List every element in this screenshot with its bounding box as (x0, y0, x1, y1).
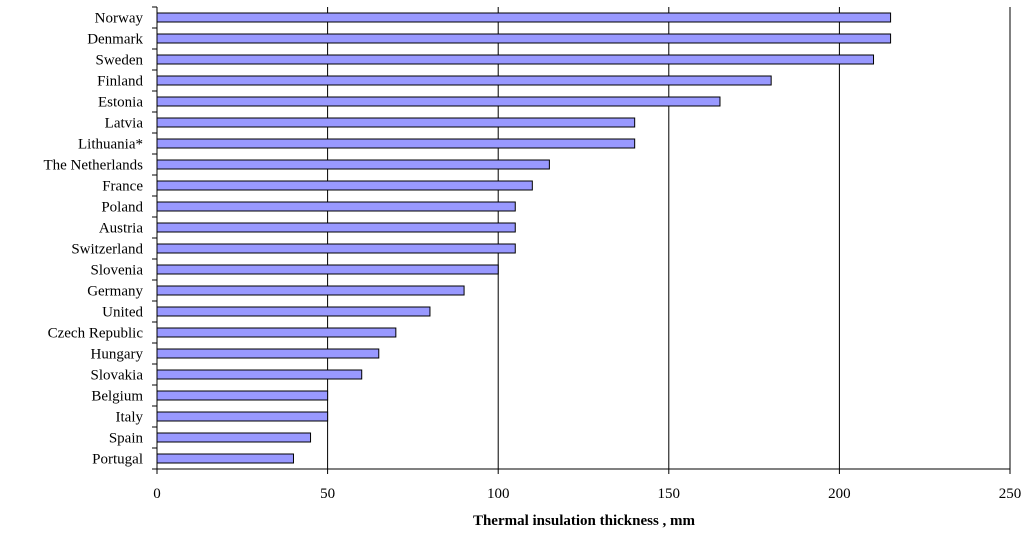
tick-labels: 0 50 100 150 200 250 (153, 486, 1021, 502)
category-label: Latvia (105, 116, 144, 132)
category-label: Belgium (91, 389, 143, 405)
category-label: Austria (99, 221, 144, 237)
bar (156, 243, 516, 254)
category-label: Switzerland (71, 242, 143, 258)
category-label: The Netherlands (43, 158, 143, 174)
bar (156, 327, 397, 338)
bar (156, 75, 772, 86)
category-labels: Norway Denmark Sweden Finland Estonia Latvia L… (43, 11, 143, 468)
x-tick-label: 0 (153, 486, 161, 502)
x-tick-label: 250 (999, 486, 1022, 502)
category-label: Finland (97, 74, 143, 90)
category-label: Czech Republic (48, 326, 144, 342)
bars (156, 12, 892, 464)
bar (156, 390, 329, 401)
bar (156, 138, 636, 149)
bar (156, 285, 465, 296)
bar (156, 180, 533, 191)
category-label: Estonia (98, 95, 143, 111)
bar (156, 411, 329, 422)
x-tick-label: 200 (828, 486, 851, 502)
bar (156, 222, 516, 233)
bar (156, 54, 875, 65)
category-label: Norway (95, 11, 144, 27)
category-label: France (102, 179, 143, 195)
category-label: Slovenia (91, 263, 144, 279)
category-label: United (102, 305, 143, 321)
x-tick-label: 50 (320, 486, 335, 502)
category-label: Poland (101, 200, 143, 216)
category-label: Germany (87, 284, 143, 300)
category-label: Slovakia (91, 368, 144, 384)
bar (156, 453, 294, 464)
bar (156, 348, 380, 359)
x-axis-title: Thermal insulation thickness , mm (473, 513, 696, 529)
x-tick-label: 100 (487, 486, 510, 502)
bar (156, 432, 312, 443)
bar (156, 96, 721, 107)
category-label: Spain (109, 431, 144, 447)
bar (156, 201, 516, 212)
category-label: Portugal (92, 452, 143, 468)
bar (156, 369, 363, 380)
bar (156, 33, 892, 44)
category-label: Hungary (91, 347, 144, 363)
axes (152, 6, 1011, 474)
bar (156, 159, 550, 170)
category-label: Lithuania* (78, 137, 143, 153)
bar (156, 264, 499, 275)
bar (156, 306, 431, 317)
category-label: Denmark (87, 32, 143, 48)
category-label: Italy (116, 410, 144, 426)
category-label: Sweden (96, 53, 144, 69)
bar (156, 12, 892, 23)
x-tick-label: 150 (658, 486, 681, 502)
bar (156, 117, 636, 128)
